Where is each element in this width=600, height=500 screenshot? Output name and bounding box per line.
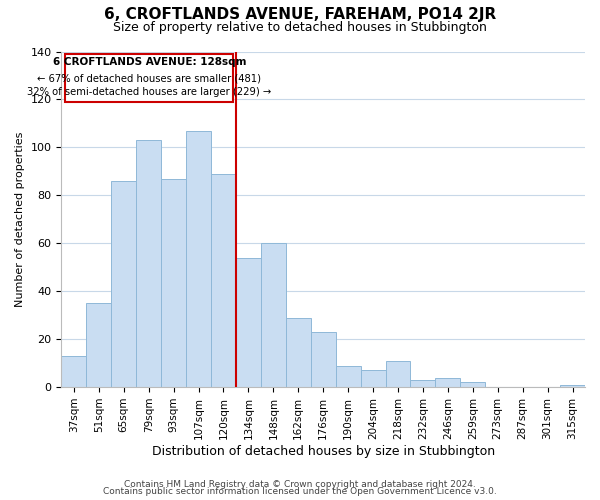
Bar bbox=[335, 366, 361, 387]
Bar bbox=[311, 332, 335, 387]
Bar bbox=[111, 181, 136, 387]
Bar bbox=[261, 244, 286, 387]
Bar bbox=[460, 382, 485, 387]
Bar bbox=[361, 370, 386, 387]
X-axis label: Distribution of detached houses by size in Stubbington: Distribution of detached houses by size … bbox=[152, 444, 495, 458]
Bar bbox=[286, 318, 311, 387]
Bar bbox=[136, 140, 161, 387]
Bar bbox=[161, 178, 186, 387]
Bar bbox=[386, 360, 410, 387]
Y-axis label: Number of detached properties: Number of detached properties bbox=[15, 132, 25, 307]
Bar bbox=[236, 258, 261, 387]
Text: Size of property relative to detached houses in Stubbington: Size of property relative to detached ho… bbox=[113, 22, 487, 35]
Bar bbox=[86, 303, 111, 387]
Bar bbox=[410, 380, 436, 387]
Bar bbox=[61, 356, 86, 387]
Text: Contains public sector information licensed under the Open Government Licence v3: Contains public sector information licen… bbox=[103, 487, 497, 496]
Bar bbox=[211, 174, 236, 387]
Bar bbox=[560, 384, 585, 387]
FancyBboxPatch shape bbox=[65, 54, 233, 102]
Text: 6, CROFTLANDS AVENUE, FAREHAM, PO14 2JR: 6, CROFTLANDS AVENUE, FAREHAM, PO14 2JR bbox=[104, 8, 496, 22]
Text: ← 67% of detached houses are smaller (481): ← 67% of detached houses are smaller (48… bbox=[37, 73, 261, 83]
Text: 32% of semi-detached houses are larger (229) →: 32% of semi-detached houses are larger (… bbox=[27, 88, 271, 98]
Bar bbox=[436, 378, 460, 387]
Text: Contains HM Land Registry data © Crown copyright and database right 2024.: Contains HM Land Registry data © Crown c… bbox=[124, 480, 476, 489]
Bar bbox=[186, 130, 211, 387]
Text: 6 CROFTLANDS AVENUE: 128sqm: 6 CROFTLANDS AVENUE: 128sqm bbox=[53, 58, 246, 68]
